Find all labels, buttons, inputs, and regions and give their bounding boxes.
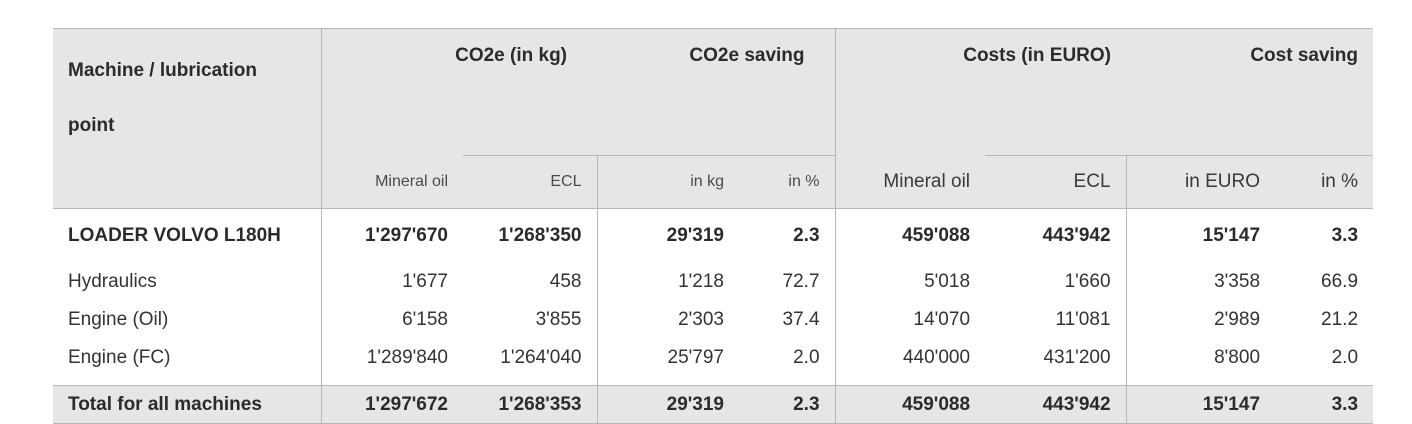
total-cell: 15'147 — [1126, 385, 1276, 424]
cell: 15'147 — [1202, 225, 1261, 246]
table-row: Engine (FC) 1'289'840 1'264'040 25'797 2… — [53, 339, 1373, 377]
sub-mineral-oil-kg: Mineral oil — [321, 155, 463, 209]
row-label: Hydraulics — [53, 263, 322, 301]
row-label: LOADER VOLVO L180H — [53, 208, 322, 263]
sub-mineral-oil-euro: Mineral oil — [835, 155, 986, 209]
sub-in-percent-co2: in % — [739, 155, 836, 209]
cell: 1'677 — [402, 271, 448, 292]
total-cell: 2.3 — [739, 385, 836, 424]
table-row: LOADER VOLVO L180H 1'297'670 1'268'350 2… — [53, 208, 1373, 263]
row-label: Engine (FC) — [53, 339, 322, 377]
cell: 8'800 — [1214, 347, 1261, 368]
cell: 440'000 — [902, 347, 971, 368]
header-row-top: Machine / lubrication point CO2e (in kg)… — [53, 28, 1374, 156]
cell: 443'942 — [985, 208, 1127, 263]
cell: 2.0 — [1331, 347, 1359, 368]
cell: 2.0 — [739, 339, 836, 377]
total-cell: 1'268'353 — [463, 385, 598, 424]
total-label: Total for all machines — [53, 385, 322, 424]
header-row-sub: Mineral oil ECL in kg in % Mineral oil E… — [53, 155, 1374, 209]
cell: 3'855 — [463, 301, 598, 339]
total-cell: 1'297'672 — [321, 385, 463, 424]
total-cell: 3.3 — [1275, 385, 1374, 424]
co2e-saving-header: CO2e saving — [597, 28, 836, 101]
cell: 1'268'350 — [463, 208, 598, 263]
cell: 1'297'670 — [364, 225, 448, 246]
cell: 1'264'040 — [463, 339, 598, 377]
cell: 459'088 — [902, 225, 971, 246]
sub-in-percent-cost: in % — [1275, 155, 1374, 209]
cell: 1'660 — [985, 263, 1127, 301]
cell: 2.3 — [739, 208, 836, 263]
cell: 3.3 — [1331, 225, 1359, 246]
emissions-cost-table: Machine / lubrication point CO2e (in kg)… — [53, 28, 1374, 424]
total-cell: 459'088 — [835, 385, 986, 424]
cell: 1'218 — [678, 271, 724, 292]
cost-saving-header: Cost saving — [1250, 45, 1359, 66]
cell: 1'289'840 — [366, 347, 448, 368]
sub-ecl-kg: ECL — [463, 155, 598, 209]
row-spacer — [53, 377, 1373, 386]
cell: 458 — [463, 263, 598, 301]
table-row: Hydraulics 1'677 458 1'218 72.7 5'018 1'… — [53, 263, 1373, 301]
machine-header-line1: Machine / lubrication — [68, 60, 257, 81]
cell: 11'081 — [985, 301, 1127, 339]
total-cell: 443'942 — [985, 385, 1127, 424]
total-cell: 29'319 — [597, 385, 739, 424]
cell: 37.4 — [739, 301, 836, 339]
co2e-kg-header: CO2e (in kg) — [455, 45, 567, 66]
cell: 14'070 — [913, 309, 971, 330]
machine-header: Machine / lubrication point — [53, 28, 322, 156]
total-row: Total for all machines 1'297'672 1'268'3… — [53, 385, 1374, 424]
sub-in-euro: in EURO — [1126, 155, 1276, 209]
cell: 72.7 — [739, 263, 836, 301]
sub-in-kg: in kg — [597, 155, 739, 209]
cell: 29'319 — [666, 225, 724, 246]
cell: 25'797 — [667, 347, 724, 368]
cell: 5'018 — [924, 271, 971, 292]
cell: 431'200 — [985, 339, 1127, 377]
machine-header-line2: point — [68, 115, 115, 136]
cell: 21.2 — [1321, 309, 1359, 330]
cell: 2'303 — [678, 309, 724, 330]
sub-ecl-euro: ECL — [985, 155, 1127, 209]
costs-euro-header: Costs (in EURO) — [963, 45, 1112, 66]
table-row: Engine (Oil) 6'158 3'855 2'303 37.4 14'0… — [53, 301, 1373, 339]
cell: 6'158 — [402, 309, 448, 330]
cell: 3'358 — [1214, 271, 1261, 292]
cell: 66.9 — [1321, 271, 1359, 292]
row-label: Engine (Oil) — [53, 301, 322, 339]
cell: 2'989 — [1214, 309, 1261, 330]
